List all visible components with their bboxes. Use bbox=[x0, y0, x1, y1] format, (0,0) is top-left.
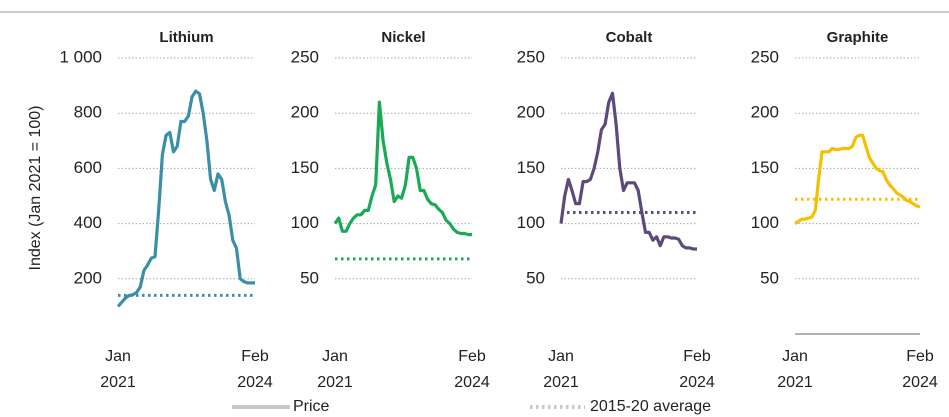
y-tick-label: 200 bbox=[74, 268, 102, 287]
y-tick-label: 100 bbox=[517, 213, 545, 232]
panel-title: Lithium bbox=[159, 29, 213, 46]
x-tick-label: Jan 2021 bbox=[543, 348, 579, 391]
y-axis-label: Index (Jan 2021 = 100) bbox=[27, 105, 44, 270]
x-tick-label: Feb 2024 bbox=[237, 348, 273, 391]
y-tick-label: 1 000 bbox=[59, 47, 102, 66]
x-tick-label: Jan 2021 bbox=[317, 348, 353, 391]
price-line bbox=[559, 91, 697, 251]
y-tick-label: 200 bbox=[751, 103, 779, 122]
panel-title: Graphite bbox=[827, 29, 889, 46]
y-tick-label: 50 bbox=[526, 268, 545, 287]
y-tick-label: 250 bbox=[291, 47, 319, 66]
y-tick-label: 150 bbox=[751, 158, 779, 177]
y-tick-label: 200 bbox=[517, 103, 545, 122]
y-tick-label: 50 bbox=[760, 268, 779, 287]
price-line bbox=[116, 89, 255, 308]
price-line bbox=[333, 100, 472, 237]
panel-title: Cobalt bbox=[606, 29, 653, 46]
y-tick-label: 150 bbox=[517, 158, 545, 177]
y-tick-label: 50 bbox=[300, 268, 319, 287]
x-tick-label: Feb 2024 bbox=[902, 348, 938, 391]
y-tick-label: 250 bbox=[517, 47, 545, 66]
y-tick-label: 200 bbox=[291, 103, 319, 122]
y-tick-label: 100 bbox=[291, 213, 319, 232]
x-tick-label: Jan 2021 bbox=[777, 348, 813, 391]
price-line bbox=[794, 133, 921, 225]
x-tick-label: Feb 2024 bbox=[454, 348, 490, 391]
legend-label: 2015-20 average bbox=[590, 398, 711, 415]
x-tick-label: Jan 2021 bbox=[100, 348, 136, 391]
y-tick-label: 100 bbox=[751, 213, 779, 232]
x-tick-label: Feb 2024 bbox=[679, 348, 715, 391]
y-tick-label: 800 bbox=[74, 103, 102, 122]
y-tick-label: 400 bbox=[74, 213, 102, 232]
y-tick-label: 250 bbox=[751, 47, 779, 66]
legend-label: Price bbox=[293, 398, 330, 415]
y-tick-label: 150 bbox=[291, 158, 319, 177]
panel-title: Nickel bbox=[381, 29, 425, 46]
y-tick-label: 600 bbox=[74, 158, 102, 177]
